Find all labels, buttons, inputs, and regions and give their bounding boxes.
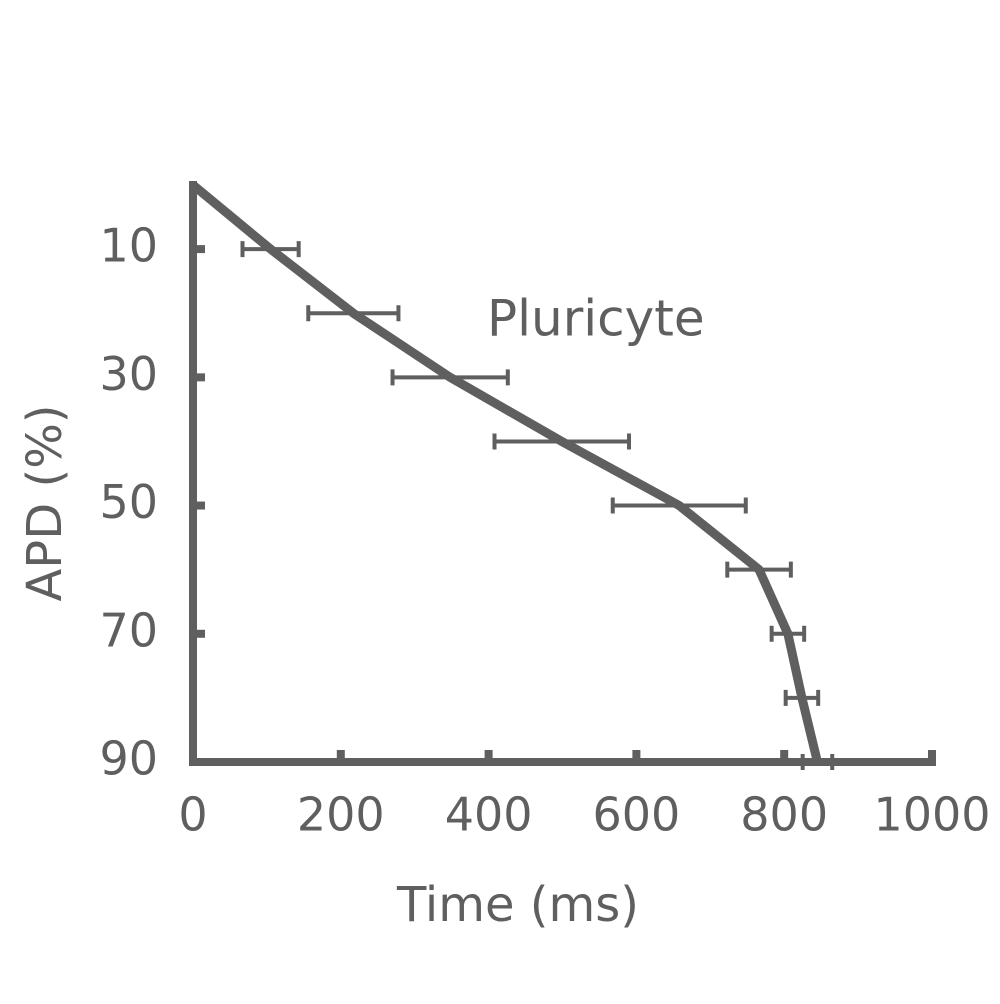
y-axis-label: APD (%): [17, 404, 73, 601]
x-tick-label: 1000: [873, 788, 990, 842]
x-tick-label: 400: [445, 788, 533, 842]
y-tick-label: 30: [99, 347, 158, 401]
y-tick-label: 70: [99, 603, 158, 657]
data-line: [190, 181, 822, 764]
y-tick-label: 10: [99, 219, 158, 273]
y-tick-label: 90: [99, 732, 158, 786]
x-axis-label: Time (ms): [396, 877, 639, 933]
x-tick-label: 800: [740, 788, 828, 842]
y-tick-label: 50: [99, 475, 158, 529]
annotation: Pluricyte: [487, 290, 705, 348]
x-tick-label: 600: [592, 788, 680, 842]
x-tick-label: 0: [178, 788, 207, 842]
x-tick-label: 200: [297, 788, 385, 842]
